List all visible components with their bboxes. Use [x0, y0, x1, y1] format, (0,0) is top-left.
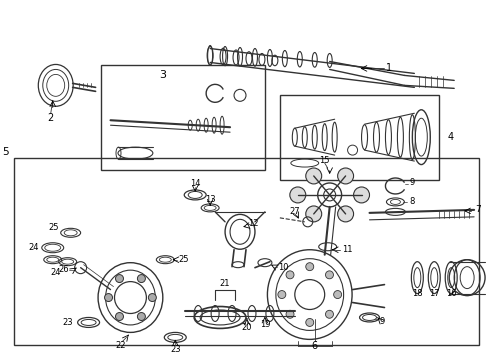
Text: 12: 12 — [248, 219, 259, 228]
Circle shape — [148, 293, 156, 302]
Text: 26: 26 — [58, 265, 69, 274]
Circle shape — [338, 206, 354, 222]
Text: 24: 24 — [50, 268, 61, 277]
Circle shape — [338, 168, 354, 184]
Bar — [280, 95, 439, 180]
Ellipse shape — [278, 291, 286, 298]
Text: 4: 4 — [447, 132, 453, 142]
Circle shape — [354, 187, 369, 203]
Text: 25: 25 — [178, 255, 189, 264]
Text: 19: 19 — [260, 320, 270, 329]
Circle shape — [306, 168, 322, 184]
Ellipse shape — [306, 263, 314, 271]
Text: 2: 2 — [48, 113, 54, 123]
Text: 16: 16 — [446, 289, 457, 298]
Ellipse shape — [334, 291, 342, 298]
Text: 27: 27 — [290, 207, 300, 216]
Text: 6: 6 — [312, 341, 318, 351]
Ellipse shape — [286, 310, 294, 318]
Bar — [100, 66, 265, 170]
Ellipse shape — [325, 271, 334, 279]
Text: 17: 17 — [429, 289, 440, 298]
Text: 18: 18 — [412, 289, 423, 298]
Circle shape — [116, 275, 123, 283]
Text: 24: 24 — [28, 243, 39, 252]
Text: 11: 11 — [342, 245, 352, 254]
Ellipse shape — [306, 319, 314, 327]
Ellipse shape — [325, 310, 334, 318]
Circle shape — [104, 293, 113, 302]
Circle shape — [137, 312, 146, 320]
Text: 22: 22 — [115, 341, 126, 350]
Bar — [14, 158, 479, 345]
Text: 10: 10 — [278, 263, 289, 272]
Text: 15: 15 — [319, 156, 330, 165]
Text: 9: 9 — [379, 317, 385, 326]
Text: 23: 23 — [170, 345, 181, 354]
Circle shape — [116, 312, 123, 320]
Circle shape — [137, 275, 146, 283]
Text: 3: 3 — [159, 71, 166, 80]
Ellipse shape — [286, 271, 294, 279]
Text: 8: 8 — [409, 197, 415, 206]
Text: 5: 5 — [2, 147, 9, 157]
Circle shape — [290, 187, 306, 203]
Text: 23: 23 — [62, 318, 73, 327]
Text: 21: 21 — [220, 279, 230, 288]
Text: 20: 20 — [242, 323, 252, 332]
Text: 9: 9 — [409, 179, 415, 188]
Text: 1: 1 — [387, 63, 392, 73]
Text: 25: 25 — [48, 223, 59, 232]
Text: 14: 14 — [190, 180, 200, 189]
Circle shape — [306, 206, 322, 222]
Text: 13: 13 — [205, 195, 216, 204]
Text: 7: 7 — [475, 206, 481, 215]
